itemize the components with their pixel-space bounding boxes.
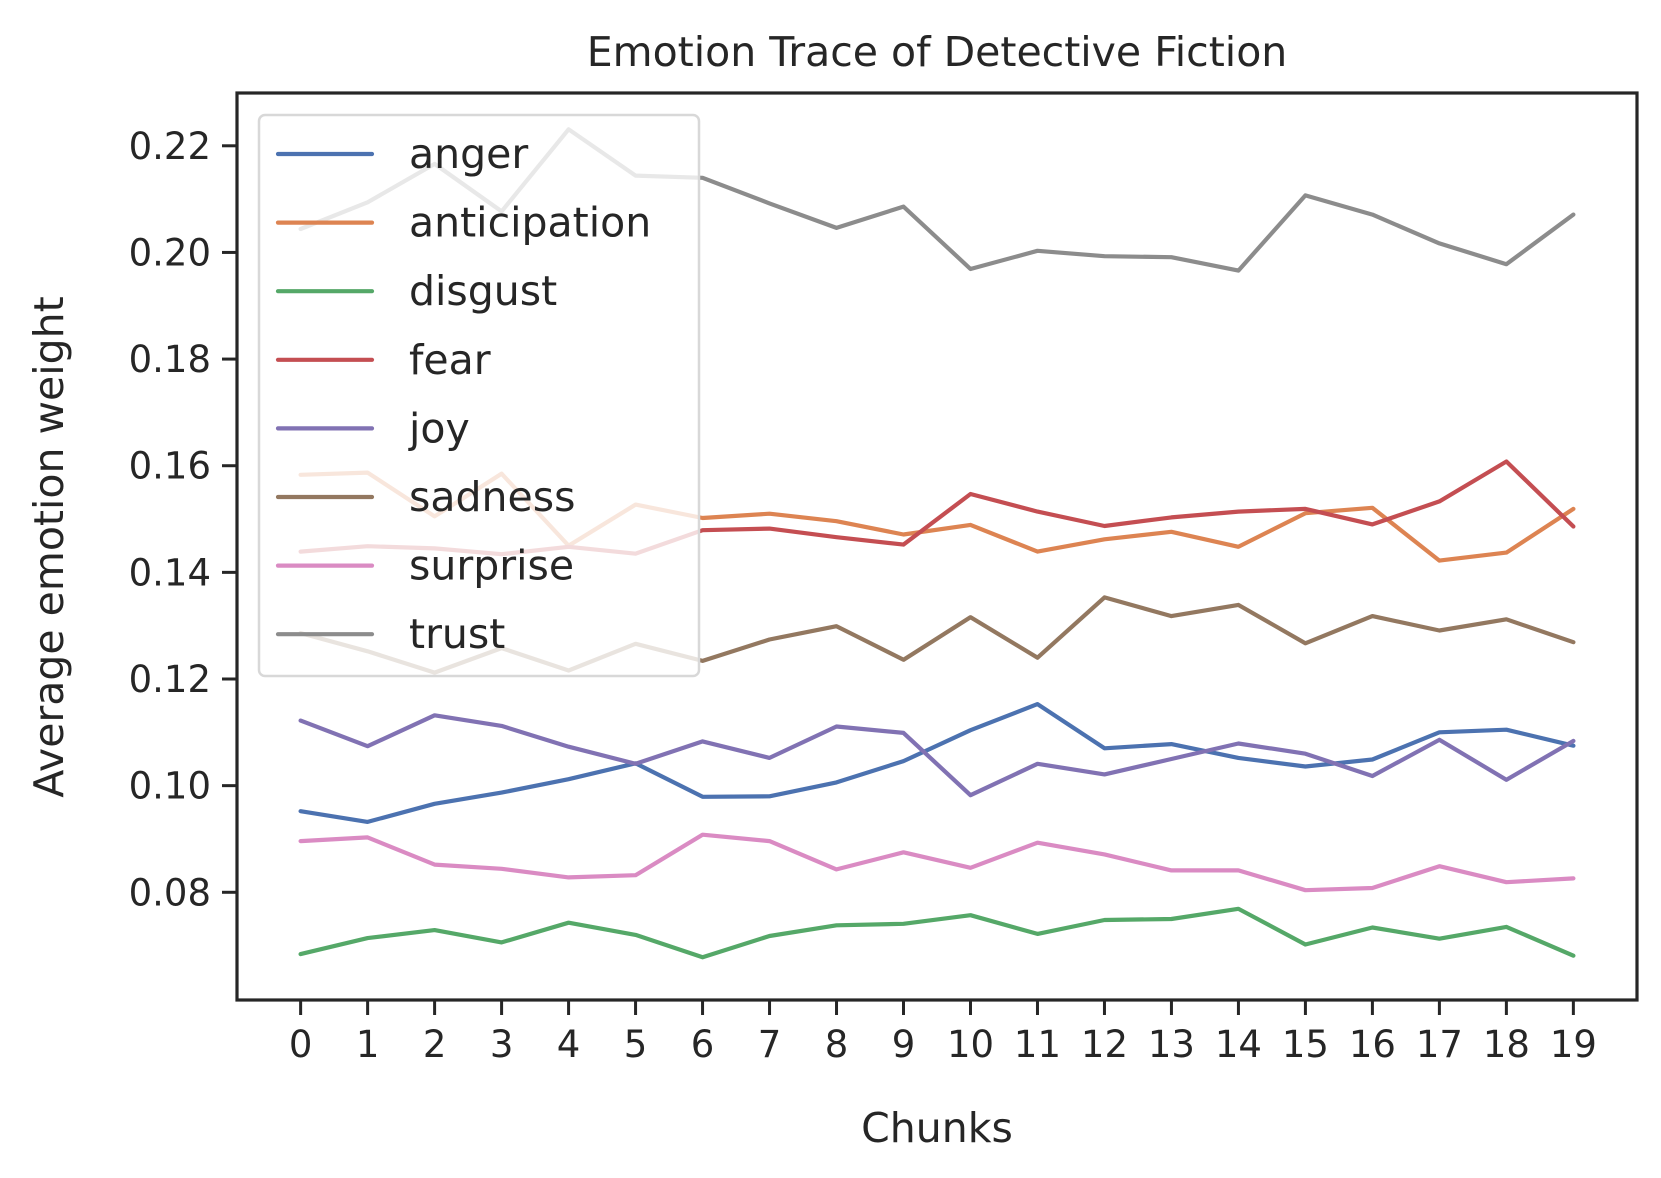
x-tick-label: 19 — [1550, 1023, 1597, 1066]
series-line-surprise — [298, 832, 1576, 893]
x-tick-label: 7 — [758, 1023, 782, 1066]
legend-label-trust: trust — [409, 610, 505, 658]
x-tick-label: 15 — [1282, 1023, 1329, 1066]
legend-label-sadness: sadness — [409, 473, 575, 521]
x-tick-label: 6 — [691, 1023, 715, 1066]
y-tick-label: 0.18 — [129, 338, 211, 381]
y-tick-label: 0.08 — [129, 871, 211, 914]
x-tick-label: 13 — [1148, 1023, 1195, 1066]
legend: anger anticipation disgust fear joy sadness su… — [257, 113, 701, 678]
y-tick-label: 0.12 — [129, 658, 211, 701]
legend-label-fear: fear — [409, 336, 491, 384]
x-tick-label: 0 — [289, 1023, 313, 1066]
x-tick-label: 17 — [1416, 1023, 1463, 1066]
y-tick-label: 0.22 — [129, 125, 211, 168]
x-tick-label: 4 — [557, 1023, 581, 1066]
x-tick-label: 8 — [825, 1023, 849, 1066]
legend-box — [257, 113, 701, 678]
x-tick-label: 5 — [624, 1023, 648, 1066]
x-tick-label: 16 — [1349, 1023, 1396, 1066]
x-axis-label: Chunks — [861, 1104, 1013, 1152]
x-tick-label: 3 — [490, 1023, 514, 1066]
series-line-disgust — [298, 906, 1576, 960]
y-axis-label: Average emotion weight — [25, 296, 73, 797]
x-tick-label: 2 — [423, 1023, 447, 1066]
axes-frame — [235, 91, 1639, 1002]
y-tick-label: 0.14 — [129, 551, 211, 594]
x-tick-label: 14 — [1215, 1023, 1262, 1066]
x-tick-label: 18 — [1483, 1023, 1530, 1066]
y-tick-label: 0.20 — [129, 231, 211, 274]
legend-label-disgust: disgust — [409, 267, 557, 315]
y-tick-label: 0.16 — [129, 445, 211, 488]
plot-area: 0 1 2 3 4 5 6 7 8 9 10 11 12 13 14 15 16 17 18 190.080.100.… — [129, 91, 1639, 1066]
x-tick-label: 1 — [356, 1023, 380, 1066]
legend-label-anger: anger — [409, 130, 528, 178]
x-tick-label: 12 — [1081, 1023, 1128, 1066]
x-tick-label: 11 — [1014, 1023, 1061, 1066]
legend-label-joy: joy — [408, 404, 470, 452]
legend-label-anticipation: anticipation — [409, 199, 651, 247]
chart-title: Emotion Trace of Detective Fiction — [587, 28, 1288, 76]
x-tick-label: 9 — [892, 1023, 916, 1066]
legend-label-surprise: surprise — [409, 542, 574, 590]
y-tick-label: 0.10 — [129, 765, 211, 808]
series-line-joy — [298, 713, 1576, 798]
series-line-anger — [298, 701, 1576, 825]
x-tick-label: 10 — [947, 1023, 994, 1066]
